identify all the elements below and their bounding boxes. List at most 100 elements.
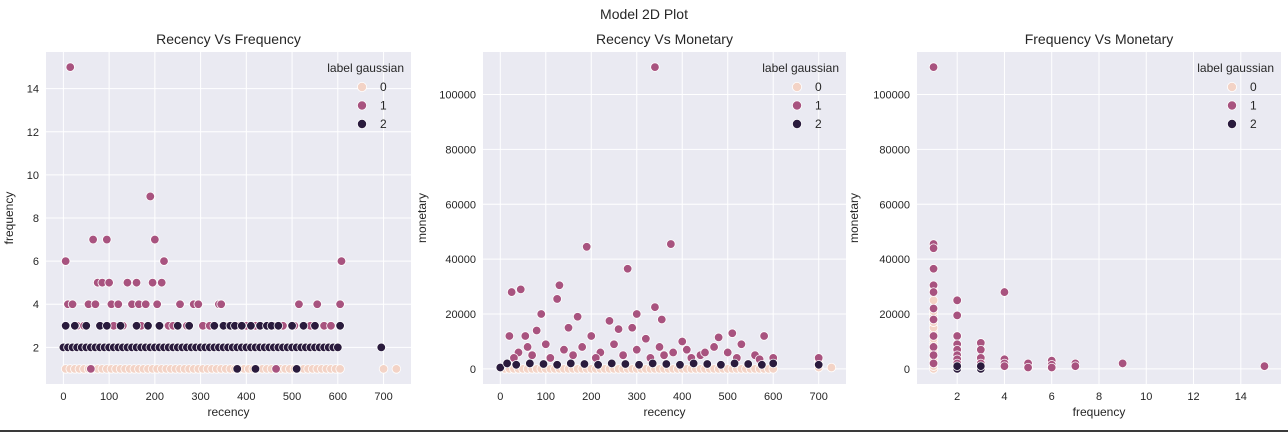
- scatter-point-label-1: [736, 339, 747, 349]
- scatter-point-label-2: [287, 321, 297, 331]
- legend-title: label gaussian: [327, 61, 404, 75]
- scatter-point-label-2: [298, 321, 309, 331]
- scatter-point-label-1: [145, 191, 155, 202]
- scatter-point-label-1: [952, 310, 962, 321]
- scatter-point-label-1: [104, 277, 114, 288]
- scatter-point-label-1: [152, 299, 162, 309]
- scatter-point-label-1: [657, 314, 667, 325]
- scatter-point-label-0: [335, 364, 345, 374]
- y-tick-label: 0: [470, 364, 476, 376]
- scatter-point-label-2: [70, 321, 80, 331]
- scatter-point-label-1: [632, 309, 642, 319]
- scatter-point-label-2: [716, 360, 726, 370]
- scatter-point-label-1: [677, 336, 687, 347]
- scatter-point-label-1: [568, 350, 578, 360]
- scatter-point-label-2: [814, 360, 824, 370]
- scatter-points: [58, 62, 402, 374]
- x-tick-label: 500: [719, 391, 737, 403]
- scatter-point-label-2: [291, 364, 302, 374]
- scatter-point-label-1: [572, 312, 583, 322]
- scatter-point-label-1: [216, 299, 226, 309]
- bottom-rule: [0, 430, 1288, 432]
- panel-3: 2 4 6 8 10 12 14020000400006000080000100000Fre…: [847, 31, 1281, 419]
- scatter-point-label-0: [928, 295, 939, 306]
- scatter-point-label-2: [661, 359, 672, 369]
- y-tick-label: 0: [904, 364, 910, 376]
- scatter-point-label-2: [688, 358, 699, 369]
- scatter-point-label-2: [607, 358, 617, 369]
- scatter-point-label-2: [81, 321, 91, 331]
- scatter-point-label-1: [88, 234, 98, 245]
- scatter-point-label-1: [613, 324, 624, 334]
- scatter-point-label-2: [184, 321, 194, 331]
- figure-title: Model 2D Plot: [600, 6, 688, 22]
- scatter-point-label-2: [495, 362, 505, 373]
- legend-marker-1: [1227, 100, 1238, 111]
- scatter-point-label-1: [506, 287, 517, 297]
- scatter-point-label-1: [727, 328, 737, 338]
- scatter-point-label-2: [976, 361, 986, 371]
- scatter-point-label-2: [115, 321, 126, 331]
- scatter-point-label-1: [928, 303, 939, 314]
- x-tick-label: 600: [329, 391, 347, 403]
- scatter-point-label-2: [250, 364, 261, 374]
- scatter-point-label-1: [928, 243, 939, 253]
- scatter-point-label-2: [246, 321, 256, 331]
- x-tick-label: 0: [60, 391, 66, 403]
- scatter-point-label-2: [757, 360, 767, 370]
- scatter-point-label-1: [531, 325, 542, 336]
- scatter-point-label-1: [928, 287, 939, 297]
- scatter-point-label-1: [659, 350, 669, 360]
- legend: label gaussian 0 1 2: [327, 61, 404, 131]
- x-tick-label: 100: [100, 391, 118, 403]
- scatter-point-label-1: [586, 331, 596, 341]
- scatter-point-label-0: [378, 364, 389, 374]
- x-tick-label: 0: [497, 391, 503, 403]
- scatter-point-label-2: [237, 321, 247, 331]
- scatter-point-label-2: [143, 321, 153, 331]
- legend-marker-2: [356, 119, 367, 130]
- scatter-point-label-1: [641, 334, 651, 344]
- scatter-point-label-0: [826, 362, 837, 373]
- y-tick-label: 10: [27, 170, 39, 182]
- scatter-point-label-2: [620, 359, 631, 369]
- legend-marker-0: [356, 82, 367, 93]
- y-tick-label: 2: [33, 342, 39, 354]
- scatter-point-label-1: [545, 353, 556, 363]
- scatter-point-label-1: [113, 299, 123, 309]
- scatter-point-label-1: [622, 264, 633, 274]
- scatter-point-label-1: [999, 287, 1010, 297]
- y-tick-label: 8: [33, 213, 39, 225]
- scatter-point-label-2: [729, 358, 740, 369]
- scatter-point-label-0: [391, 364, 402, 374]
- scatter-point-label-2: [173, 321, 183, 331]
- scatter-point-label-1: [157, 277, 167, 288]
- y-tick-label: 100000: [439, 90, 476, 102]
- x-tick-label: 200: [582, 391, 600, 403]
- scatter-point-label-1: [1047, 362, 1057, 373]
- scatter-point-label-2: [511, 360, 521, 370]
- scatter-point-label-1: [577, 342, 587, 352]
- y-tick-label: 12: [27, 127, 39, 139]
- scatter-point-label-1: [326, 321, 336, 331]
- y-tick-label: 6: [33, 256, 39, 268]
- legend-label-0: 0: [380, 80, 387, 94]
- panel-title: Recency Vs Monetary: [596, 31, 733, 47]
- y-axis-label: monetary: [415, 193, 429, 243]
- scatter-point-label-1: [928, 342, 939, 352]
- scatter-point-label-1: [618, 350, 628, 360]
- scatter-point-label-1: [131, 277, 142, 288]
- scatter-point-label-1: [928, 264, 939, 274]
- x-tick-label: 6: [1049, 391, 1055, 403]
- legend-label-2: 2: [380, 117, 387, 131]
- x-tick-label: 8: [1096, 391, 1102, 403]
- scatter-point-label-1: [682, 345, 692, 355]
- y-tick-label: 14: [27, 84, 39, 96]
- scatter-point-label-1: [700, 347, 710, 358]
- scatter-point-label-2: [333, 342, 343, 353]
- scatter-point-label-2: [60, 321, 71, 331]
- scatter-point-label-1: [1070, 361, 1081, 371]
- panels-group: 0 100 200 300 400 500 600 7002468101214Recency …: [2, 31, 1281, 419]
- y-tick-label: 4: [33, 299, 39, 311]
- scatter-point-label-1: [312, 299, 322, 309]
